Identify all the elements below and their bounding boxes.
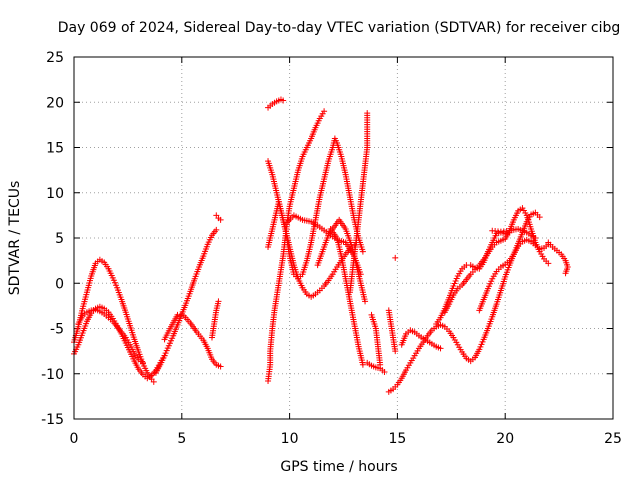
tick-labels: 0 5 10 15 20 25 -15 -10 -5 0 5 10 15 20 25	[41, 50, 622, 447]
y-tick-label: 20	[46, 95, 64, 111]
x-axis-title: GPS time / hours	[280, 459, 397, 475]
data-point	[392, 348, 399, 355]
data-points	[71, 96, 571, 395]
data-point	[359, 248, 366, 255]
data-point	[139, 359, 146, 366]
data-point	[536, 214, 543, 221]
y-axis-title: SDTVAR / TECUs	[7, 181, 23, 296]
chart-title: Day 069 of 2024, Sidereal Day-to-day VTE…	[58, 20, 621, 36]
series-arc-24	[545, 239, 571, 277]
y-tick-label: 10	[46, 186, 64, 202]
data-point	[150, 378, 157, 385]
data-point	[364, 110, 371, 117]
series-arc-17	[385, 254, 399, 355]
data-point	[280, 97, 287, 104]
data-point	[213, 226, 220, 233]
y-tick-label: -10	[41, 367, 64, 383]
data-point	[392, 254, 399, 261]
y-tick-label: 5	[55, 231, 64, 247]
data-point	[215, 298, 222, 305]
series-arc-16	[368, 311, 384, 368]
x-tick-label: 10	[281, 431, 299, 447]
data-point	[217, 363, 224, 370]
series-arc-09	[265, 135, 366, 282]
x-tick-label: 20	[496, 431, 514, 447]
data-point	[437, 345, 444, 352]
plot-frame	[73, 56, 614, 420]
data-point	[562, 270, 569, 277]
x-tick-label: 5	[177, 431, 186, 447]
series-arc-01	[71, 256, 157, 385]
y-tick-label: -15	[41, 412, 64, 428]
series-arc-18	[385, 236, 552, 395]
y-tick-label: -5	[50, 322, 64, 338]
y-tick-label: 15	[46, 141, 64, 157]
series-arc-03	[75, 306, 146, 366]
data-point	[321, 108, 328, 115]
series-arc-05	[161, 311, 224, 370]
series-arc-12	[314, 225, 366, 368]
data-point	[545, 260, 552, 267]
series-arc-13	[329, 216, 369, 305]
data-point	[359, 361, 366, 368]
series-arc-07	[265, 108, 328, 384]
series-arc-19	[398, 327, 444, 352]
data-point	[362, 298, 369, 305]
series-arc-22	[441, 205, 552, 316]
x-tick-label: 0	[70, 431, 79, 447]
series-arc-21	[476, 209, 543, 314]
data-point	[377, 361, 384, 368]
series-arc-14	[346, 110, 371, 296]
y-tick-label: 0	[55, 276, 64, 292]
series-arc-06	[208, 212, 224, 341]
data-point	[381, 368, 388, 375]
data-point	[217, 216, 224, 223]
x-tick-label: 25	[604, 431, 622, 447]
series-arc-23	[489, 225, 539, 241]
series-arc-11	[265, 96, 287, 111]
series-arc-15	[364, 359, 388, 375]
y-tick-label: 25	[46, 50, 64, 66]
data-point	[532, 235, 539, 241]
x-tick-label: 15	[388, 431, 406, 447]
